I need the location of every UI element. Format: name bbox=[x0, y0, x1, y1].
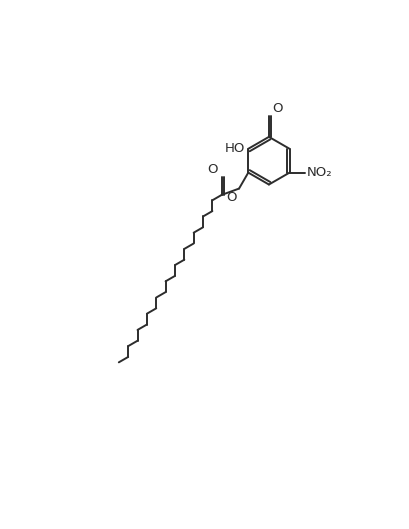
Text: O: O bbox=[272, 102, 282, 115]
Text: HO: HO bbox=[224, 142, 245, 154]
Text: O: O bbox=[207, 163, 218, 176]
Text: O: O bbox=[225, 191, 236, 204]
Text: NO₂: NO₂ bbox=[306, 166, 332, 179]
